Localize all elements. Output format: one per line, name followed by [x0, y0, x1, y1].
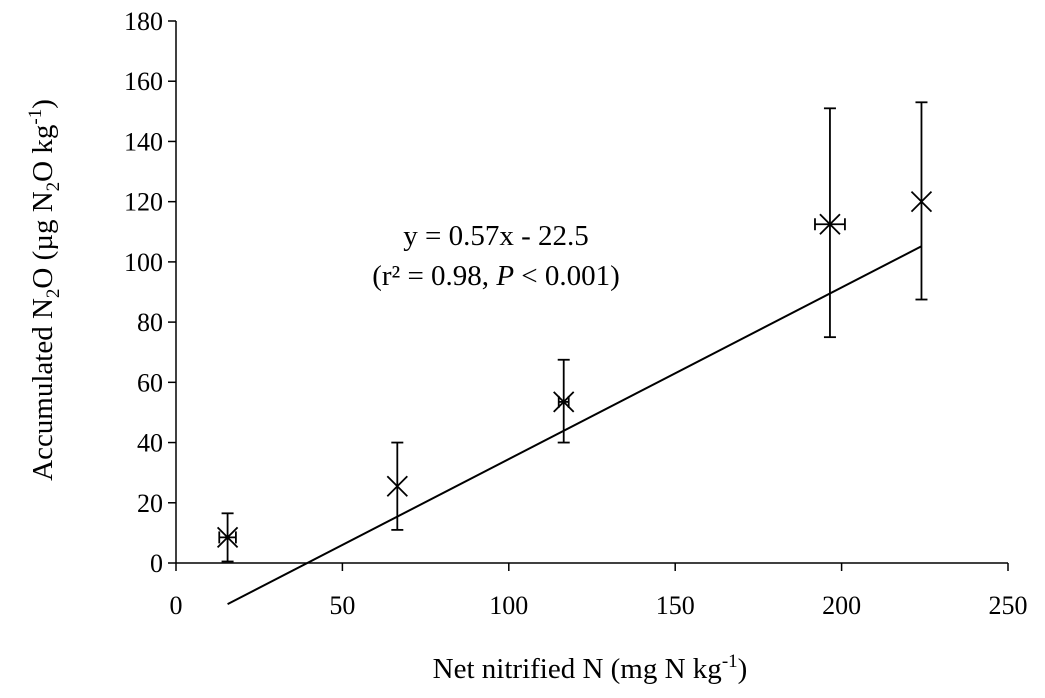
- data-point: [216, 512, 239, 563]
- regression-equation: y = 0.57x - 22.5: [403, 220, 589, 252]
- data-point: [386, 441, 408, 531]
- y-axis-title: Accumulated N2O (µg N2O kg-1): [25, 99, 64, 481]
- x-tick-label: 200: [822, 591, 861, 620]
- y-tick-label: 80: [137, 308, 163, 337]
- y-tick-label: 40: [137, 429, 163, 458]
- x-tick-label: 250: [989, 591, 1028, 620]
- regression-stats: (r² = 0.98, P < 0.001): [372, 260, 620, 292]
- x-marker: [553, 391, 575, 413]
- x-marker: [386, 475, 408, 497]
- x-marker: [819, 213, 841, 235]
- y-tick-label: 20: [137, 489, 163, 518]
- data-point: [553, 358, 575, 444]
- x-tick-label: 50: [329, 591, 355, 620]
- x-marker: [910, 191, 933, 213]
- y-axis-ticks: 0 20 40 60 80 100 120 140 160 180: [124, 7, 176, 578]
- y-tick-label: 0: [150, 549, 163, 578]
- y-tick-label: 180: [124, 7, 163, 36]
- data-point: [910, 101, 933, 301]
- x-tick-label: 100: [489, 591, 528, 620]
- trendline: [227, 245, 922, 606]
- y-tick-label: 160: [124, 67, 163, 96]
- trendline-group: [227, 245, 922, 606]
- x-tick-label: 150: [656, 591, 695, 620]
- y-tick-label: 140: [124, 127, 163, 156]
- x-axis-title: Net nitrified N (mg N kg-1): [433, 651, 748, 685]
- y-tick-label: 100: [124, 248, 163, 277]
- data-point: [814, 107, 846, 339]
- x-tick-label: 0: [170, 591, 183, 620]
- axes: [175, 21, 1008, 564]
- y-tick-label: 60: [137, 368, 163, 397]
- x-axis-ticks: 0 50 100 150 200 250: [170, 563, 1028, 620]
- x-marker: [216, 526, 239, 549]
- y-tick-label: 120: [124, 188, 163, 217]
- data-points: [216, 101, 933, 563]
